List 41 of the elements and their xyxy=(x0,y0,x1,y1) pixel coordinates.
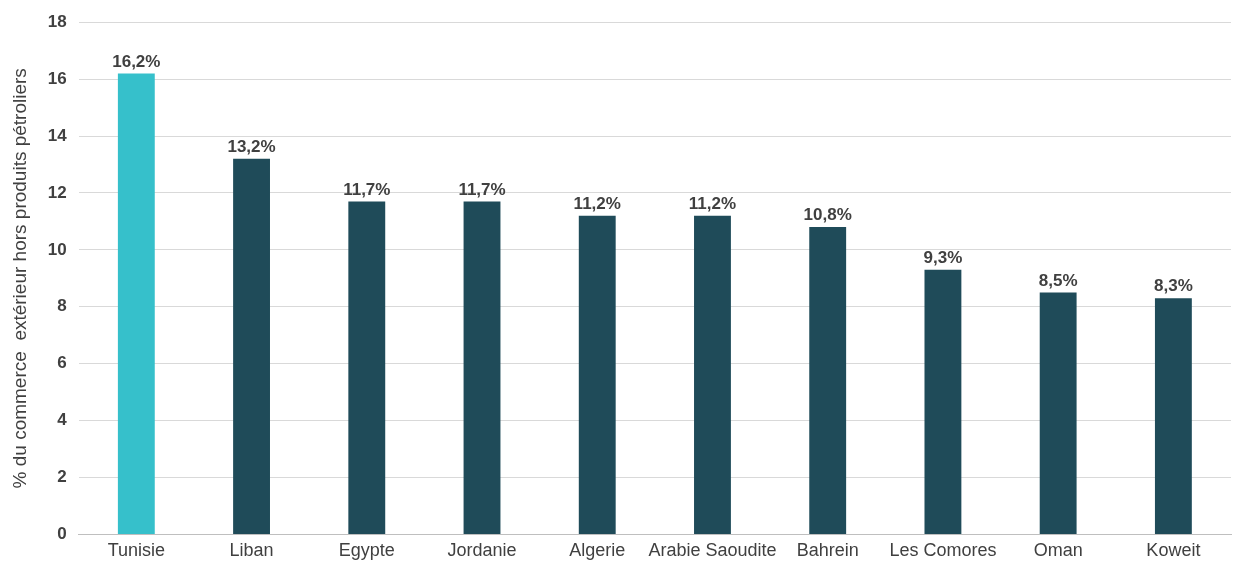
bar xyxy=(578,215,616,534)
data-label: 13,2% xyxy=(227,136,276,156)
y-tick-label: 0 xyxy=(57,524,67,544)
data-label: 9,3% xyxy=(923,247,963,267)
x-tick-label: Liban xyxy=(229,540,274,561)
x-tick-label: Jordanie xyxy=(447,540,517,561)
y-axis-title: % du commerce extérieur hors produits pétroliers xyxy=(8,68,30,489)
data-label: 16,2% xyxy=(112,51,161,71)
x-tick-label: Les Comores xyxy=(889,540,997,561)
x-tick-label: Koweit xyxy=(1146,540,1201,561)
y-tick-label: 6 xyxy=(57,353,67,373)
x-tick-label: Algerie xyxy=(569,540,626,561)
x-tick-label: Arabie Saoudite xyxy=(648,540,777,561)
y-tick-label: 16 xyxy=(47,68,67,88)
bar xyxy=(924,269,962,534)
data-label: 11,7% xyxy=(458,179,506,199)
data-label: 11,2% xyxy=(573,193,621,213)
data-label: 8,5% xyxy=(1038,270,1078,290)
x-tick-label: Tunisie xyxy=(107,540,165,561)
y-tick-label: 12 xyxy=(47,182,67,202)
data-label: 10,8% xyxy=(803,205,852,225)
bar xyxy=(233,158,270,534)
bar xyxy=(1154,298,1192,534)
x-tick-label: Bahrein xyxy=(796,540,859,561)
bar xyxy=(1039,292,1077,534)
y-tick-label: 2 xyxy=(57,467,67,487)
bar xyxy=(117,73,155,534)
x-tick-label: Egypte xyxy=(338,540,395,561)
y-tick-label: 8 xyxy=(57,296,67,316)
y-tick-label: 4 xyxy=(57,410,68,430)
y-tick-label: 14 xyxy=(47,125,68,145)
bar xyxy=(809,227,847,534)
data-label: 11,2% xyxy=(688,193,737,213)
y-tick-label: 10 xyxy=(47,239,67,259)
x-tick-label: Oman xyxy=(1033,540,1083,561)
bar xyxy=(348,201,386,534)
bar xyxy=(463,201,501,534)
data-label: 8,3% xyxy=(1154,276,1193,296)
data-label: 11,7% xyxy=(343,179,391,199)
bar xyxy=(694,215,731,534)
y-tick-label: 18 xyxy=(47,11,67,31)
